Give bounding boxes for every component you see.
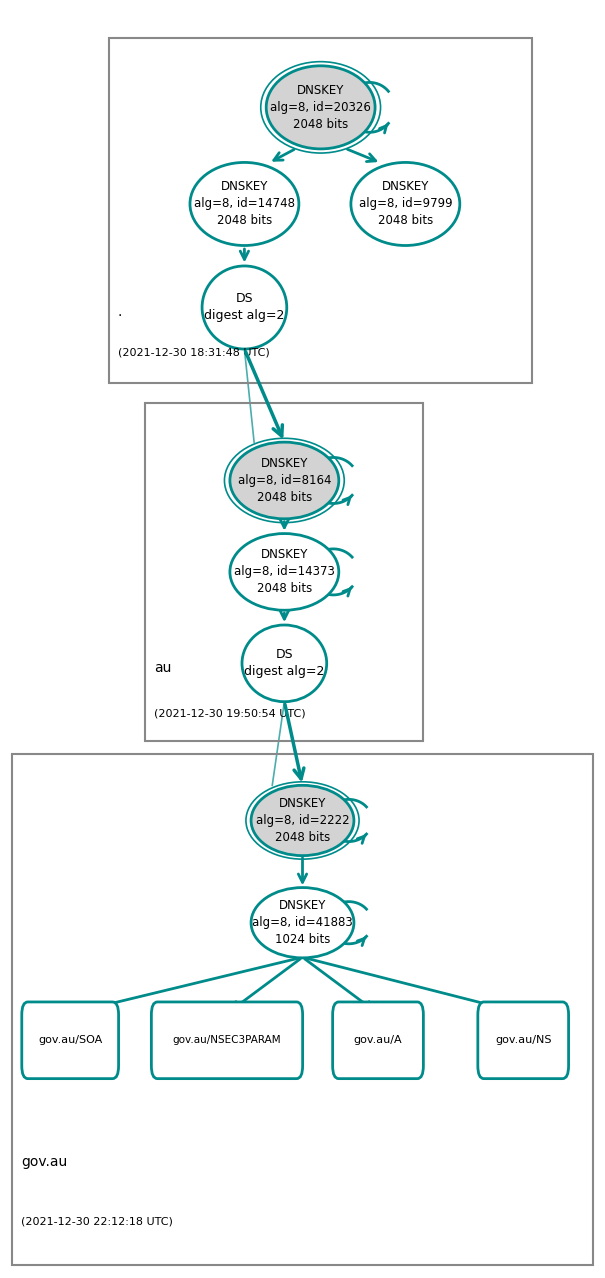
Text: DS
digest alg=2: DS digest alg=2	[204, 293, 284, 322]
Text: DS
digest alg=2: DS digest alg=2	[244, 648, 324, 679]
Text: gov.au: gov.au	[21, 1155, 67, 1169]
FancyBboxPatch shape	[22, 1002, 119, 1079]
Text: (2021-12-30 22:12:18 UTC): (2021-12-30 22:12:18 UTC)	[21, 1217, 173, 1227]
Ellipse shape	[230, 534, 339, 611]
Text: DNSKEY
alg=8, id=14373
2048 bits: DNSKEY alg=8, id=14373 2048 bits	[234, 548, 335, 596]
Ellipse shape	[202, 266, 287, 349]
Ellipse shape	[190, 162, 299, 245]
Text: DNSKEY
alg=8, id=2222
2048 bits: DNSKEY alg=8, id=2222 2048 bits	[256, 797, 349, 843]
Text: gov.au/SOA: gov.au/SOA	[38, 1035, 102, 1045]
Ellipse shape	[266, 65, 375, 150]
FancyBboxPatch shape	[478, 1002, 569, 1079]
Text: gov.au/A: gov.au/A	[354, 1035, 402, 1045]
Text: DNSKEY
alg=8, id=20326
2048 bits: DNSKEY alg=8, id=20326 2048 bits	[270, 84, 371, 130]
FancyBboxPatch shape	[333, 1002, 423, 1079]
Ellipse shape	[351, 162, 460, 245]
Text: (2021-12-30 18:31:48 UTC): (2021-12-30 18:31:48 UTC)	[118, 348, 270, 358]
Ellipse shape	[251, 887, 354, 958]
Bar	[12, 754, 593, 1265]
Ellipse shape	[251, 785, 354, 856]
Text: .: .	[118, 305, 122, 320]
Text: gov.au/NSEC3PARAM: gov.au/NSEC3PARAM	[172, 1035, 281, 1045]
Text: gov.au/NS: gov.au/NS	[495, 1035, 551, 1045]
Ellipse shape	[230, 442, 339, 519]
FancyBboxPatch shape	[151, 1002, 302, 1079]
Text: DNSKEY
alg=8, id=8164
2048 bits: DNSKEY alg=8, id=8164 2048 bits	[238, 458, 331, 504]
Text: DNSKEY
alg=8, id=14748
2048 bits: DNSKEY alg=8, id=14748 2048 bits	[194, 180, 295, 227]
Text: DNSKEY
alg=8, id=9799
2048 bits: DNSKEY alg=8, id=9799 2048 bits	[359, 180, 452, 227]
Text: au: au	[154, 661, 172, 675]
Bar	[109, 38, 532, 383]
Text: (2021-12-30 19:50:54 UTC): (2021-12-30 19:50:54 UTC)	[154, 708, 306, 718]
Bar	[145, 403, 423, 741]
Ellipse shape	[242, 625, 327, 702]
Text: DNSKEY
alg=8, id=41883
1024 bits: DNSKEY alg=8, id=41883 1024 bits	[252, 900, 353, 946]
